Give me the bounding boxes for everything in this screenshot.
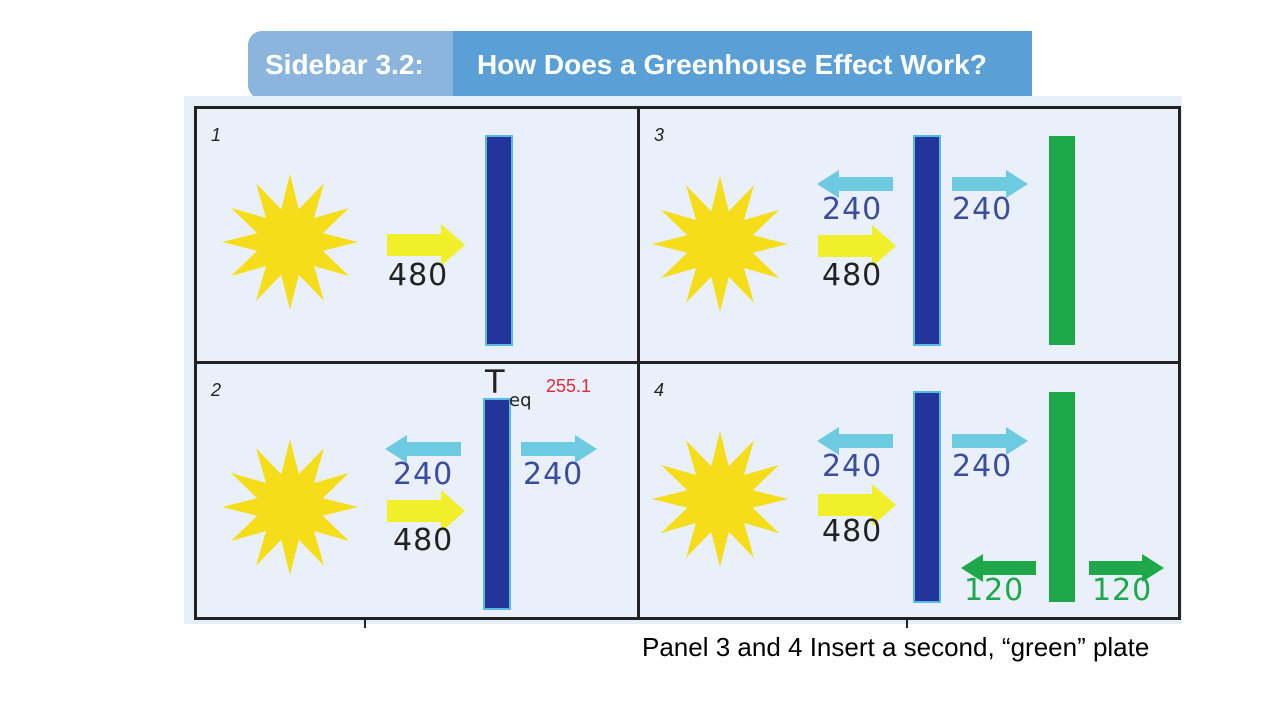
sidebar-label: Sidebar 3.2:: [265, 49, 424, 80]
panel-1-graphics: [222, 135, 513, 346]
panel-number: 2: [211, 380, 222, 400]
sun-icon: [222, 174, 358, 310]
incoming-value: 480: [822, 514, 883, 549]
caption: Panel 3 and 4 Insert a second, “green” p…: [642, 632, 1150, 662]
panel-number: 1: [211, 125, 222, 145]
tick-mark: [364, 620, 366, 628]
sun-icon: [652, 176, 788, 312]
incoming-arrow: [818, 484, 896, 526]
sidebar-title-box: [453, 31, 1032, 99]
sun-shape: [222, 174, 358, 310]
teq-subscript: eq: [509, 390, 532, 411]
infrared-arrow-left: [385, 435, 461, 463]
panel-number: 3: [654, 125, 665, 145]
green-arrow-right: [1089, 554, 1164, 582]
incoming-arrow: [387, 490, 465, 532]
panel-2-graphics: [222, 398, 597, 610]
infrared-right-value: 240: [952, 449, 1013, 484]
blue-plate: [483, 398, 511, 610]
infrared-arrow-left: [817, 427, 893, 455]
infrared-arrow-right: [952, 170, 1028, 198]
incoming-arrow: [818, 225, 896, 267]
infrared-arrow-right: [521, 435, 597, 463]
teq-symbol: T: [485, 363, 505, 401]
blue-plate: [913, 135, 941, 346]
incoming-value: 480: [822, 258, 883, 293]
blue-plate: [485, 135, 513, 346]
green-right-value: 120: [1092, 573, 1153, 608]
infrared-arrow-right: [952, 427, 1028, 455]
panel-4: 4 240 240 480 120 120: [637, 361, 1181, 620]
green-left-value: 120: [964, 573, 1025, 608]
sidebar-label-box: [248, 31, 453, 99]
green-plate: [1049, 392, 1075, 602]
sun-icon: [222, 439, 358, 575]
infrared-left-value: 240: [822, 192, 883, 227]
teq-value: 255.1: [546, 376, 592, 396]
infrared-left-value: 240: [822, 449, 883, 484]
sun-icon: [652, 431, 788, 567]
panel-2: 2 240 240 480: [194, 361, 640, 620]
tick-mark: [906, 620, 908, 628]
infrared-left-value: 240: [393, 457, 454, 492]
green-arrow-left: [961, 554, 1036, 582]
panel-3-graphics: [652, 135, 1075, 346]
panel-1: 1 480: [194, 106, 640, 364]
sun-shape: [652, 431, 788, 567]
panel-4-graphics: [652, 391, 1164, 603]
sun-shape: [222, 439, 358, 575]
sidebar-title: How Does a Greenhouse Effect Work?: [477, 49, 987, 80]
blue-plate: [913, 391, 941, 603]
panel-3: 3 240 240 480: [637, 106, 1181, 364]
infrared-right-value: 240: [952, 192, 1013, 227]
incoming-value: 480: [393, 523, 454, 558]
green-plate: [1049, 136, 1075, 345]
incoming-value: 480: [388, 258, 449, 293]
incoming-arrow: [387, 224, 465, 266]
infrared-arrow-left: [817, 170, 893, 198]
sun-shape: [652, 176, 788, 312]
panel-number: 4: [654, 380, 665, 400]
infrared-right-value: 240: [523, 457, 584, 492]
sidebar-header: Sidebar 3.2: How Does a Greenhouse Effec…: [248, 31, 1032, 99]
